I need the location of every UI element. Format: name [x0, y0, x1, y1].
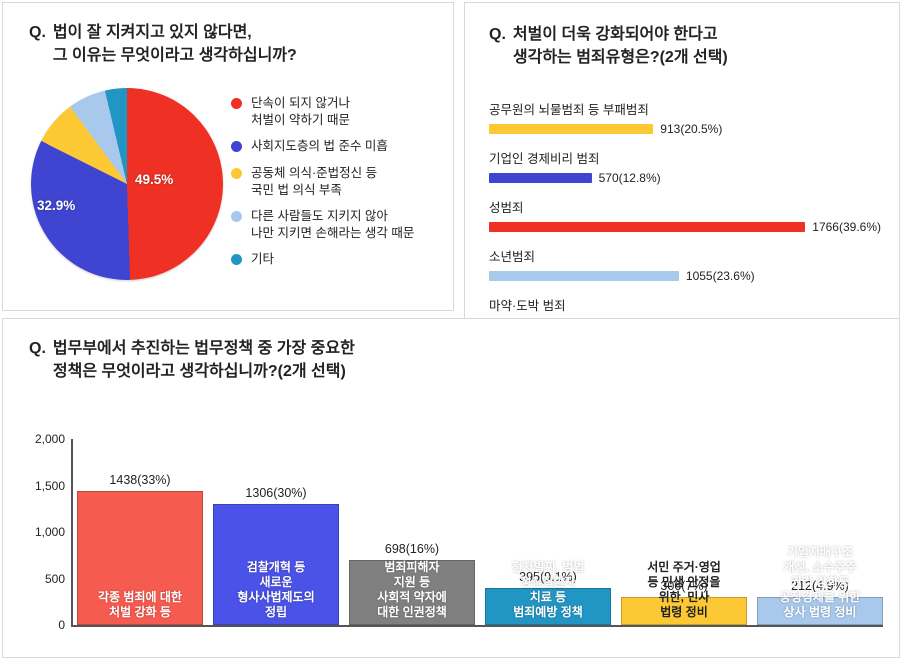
- vbar-value-label: 698(16%): [384, 542, 440, 557]
- vbar-column: 698(16%) 범죄피해자 지원 등 사회적 약자에 대한 인권정책: [349, 542, 475, 625]
- vbar-bar: 기업지배구조 개선, 소수주주 권리 강화등 공정경제를 위한 상사 법령 정비: [757, 545, 883, 625]
- pie-legend-label: 다른 사람들도 지키지 않아 나만 지키면 손해라는 생각 때문: [251, 209, 415, 240]
- vertical-bar-panel: Q. 법무부에서 추진하는 법무정책 중 가장 중요한 정책은 무엇이라고 생각…: [2, 318, 900, 658]
- pie-legend-label: 공동체 의식·준법정신 등 국민 법 의식 부족: [251, 165, 378, 197]
- pie-legend-item: 다른 사람들도 지키지 않아 나만 지키면 손해라는 생각 때문: [231, 208, 449, 241]
- hbar-series: 공무원의 뇌물범죄 등 부패범죄 913(20.5%) 기업인 경제비리 범죄 570…: [489, 99, 881, 344]
- vbar-value-label: 1306(30%): [245, 485, 307, 500]
- hbar-value-label: 1766(39.6%): [812, 220, 881, 234]
- vbar-question-text: 법무부에서 추진하는 법무정책 중 가장 중요한 정책은 무엇이라고 생각하십니…: [52, 340, 355, 381]
- legend-color-dot-icon: [231, 141, 242, 153]
- legend-color-dot-icon: [231, 98, 242, 109]
- hbar-bar: [489, 124, 654, 134]
- legend-color-dot-icon: [231, 211, 242, 223]
- vbar-bar: 전자발찌, 범법 정신질환자 치료 등 범죄예방 정책: [485, 560, 611, 625]
- vbar-value-label: 306(7%): [660, 578, 708, 593]
- vbar-column: 306(7%) 서민 주거·영업 등 민생 안정을 위한, 민사 법령 정비: [621, 560, 747, 625]
- hbar-category-label: 성범죄: [489, 201, 524, 215]
- hbar-category-label: 기업인 경제비리 범죄: [489, 152, 600, 166]
- hbar-value-label: 1055(23.6%): [685, 269, 755, 283]
- vbar-y-tick-label: 0: [58, 618, 65, 632]
- vbar-value-label: 1438(33%): [109, 473, 171, 488]
- legend-color-dot-icon: [231, 167, 242, 179]
- vbar-question-mark: Q.: [29, 340, 46, 357]
- vbar-column: 212(4.9%) 기업지배구조 개선, 소수주주 권리 강화등 공정경제를 위한…: [757, 545, 883, 625]
- vbar-bar: 범죄피해자 지원 등 사회적 약자에 대한 인권정책: [349, 560, 475, 625]
- vbar-category-label: 전자발찌, 범법 정신질환자 치료 등 범죄예방 정책: [511, 560, 585, 619]
- pie-legend-item: 공동체 의식·준법정신 등 국민 법 의식 부족: [231, 165, 449, 198]
- vbar-bar: 각종 범죄에 대한 처벌 강화 등: [77, 491, 203, 625]
- pie-chart-panel: Q. 법이 잘 지켜지고 있지 않다면, 그 이유는 무엇이라고 생각하십니까?…: [2, 2, 454, 311]
- pie-legend-label: 사회지도층의 법 준수 미흡: [251, 139, 388, 154]
- hbar-item: 성범죄 1766(39.6%): [489, 197, 881, 234]
- vbar-bar: 서민 주거·영업 등 민생 안정을 위한, 민사 법령 정비: [621, 560, 747, 625]
- pie-legend-item: 사회지도층의 법 준수 미흡: [231, 138, 449, 155]
- vbar-x-axis-line: [71, 625, 883, 627]
- hbar-question-mark: Q.: [489, 26, 506, 43]
- vbar-y-tick-label: 1,500: [34, 478, 65, 493]
- hbar-value-label: 913(20.5%): [660, 122, 723, 136]
- hbar-bar-row: 570(12.8%): [489, 171, 881, 185]
- pie-slice-label-0: 49.5%: [135, 172, 174, 187]
- hbar-category-label: 마약·도박 범죄: [489, 299, 566, 313]
- pie-question-text: 법이 잘 지켜지고 있지 않다면, 그 이유는 무엇이라고 생각하십니까?: [52, 24, 297, 65]
- hbar-question: Q. 처벌이 더욱 강화되어야 한다고 생각하는 범죄유형은?(2개 선택): [489, 23, 728, 69]
- hbar-question-text: 처벌이 더욱 강화되어야 한다고 생각하는 범죄유형은?(2개 선택): [512, 26, 728, 67]
- hbar-category-label: 소년범죄: [489, 250, 536, 264]
- vbar-question: Q. 법무부에서 추진하는 법무정책 중 가장 중요한 정책은 무엇이라고 생각…: [29, 337, 355, 383]
- vbar-value-label: 395(9.1%): [519, 570, 577, 585]
- vbar-y-axis: 2,000 1,500 1,000 500 0: [19, 432, 71, 632]
- vbar-column: 1306(30%) 검찰개혁 등 새로운 형사사법제도의 정립: [213, 485, 339, 625]
- vbar-category-label: 각종 범죄에 대한 처벌 강화 등: [98, 590, 182, 619]
- hbar-category-label: 공무원의 뇌물범죄 등 부패범죄: [489, 103, 649, 117]
- vbar-y-tick-label: 500: [44, 571, 65, 586]
- hbar-bar: [489, 271, 679, 281]
- hbar-item: 소년범죄 1055(23.6%): [489, 246, 881, 283]
- pie-shape: [31, 88, 223, 280]
- vbar-y-axis-line: [71, 439, 73, 625]
- pie-question-mark: Q.: [29, 24, 46, 41]
- vbar-category-label: 기업지배구조 개선, 소수주주 권리 강화등 공정경제를 위한 상사 법령 정비: [779, 545, 861, 619]
- hbar-bar-row: 1766(39.6%): [489, 220, 881, 234]
- hbar-item: 기업인 경제비리 범죄 570(12.8%): [489, 148, 881, 185]
- vbar-value-label: 212(4.9%): [791, 579, 849, 593]
- hbar-item: 공무원의 뇌물범죄 등 부패범죄 913(20.5%): [489, 99, 881, 136]
- vbar-column: 395(9.1%) 전자발찌, 범법 정신질환자 치료 등 범죄예방 정책: [485, 560, 611, 625]
- pie-legend-label: 단속이 되지 않거나 처벌이 약하기 때문: [251, 96, 350, 127]
- hbar-bar-row: 1055(23.6%): [489, 269, 881, 283]
- legend-color-dot-icon: [231, 254, 242, 266]
- vbar-chart: 2,000 1,500 1,000 500 0 1438(33%) 각종 범죄에 대한 처…: [19, 432, 885, 645]
- pie-chart: 49.5% 32.9%: [31, 88, 223, 280]
- vbar-y-tick-label: 1,000: [34, 525, 65, 539]
- vbar-y-tick-label: 2,000: [34, 432, 65, 446]
- pie-legend-item: 기타: [231, 251, 449, 268]
- pie-legend-label: 기타: [251, 252, 275, 267]
- pie-slice-label-1: 32.9%: [37, 198, 76, 213]
- vbar-category-label: 범죄피해자 지원 등 사회적 약자에 대한 인권정책: [377, 560, 447, 619]
- hbar-bar: [489, 222, 806, 232]
- vbar-category-label: 서민 주거·영업 등 민생 안정을 위한, 민사 법령 정비: [647, 560, 721, 619]
- vbar-category-label: 검찰개혁 등 새로운 형사사법제도의 정립: [237, 560, 315, 619]
- pie-question: Q. 법이 잘 지켜지고 있지 않다면, 그 이유는 무엇이라고 생각하십니까?: [29, 21, 297, 67]
- hbar-bar: [489, 173, 592, 183]
- hbar-bar-row: 913(20.5%): [489, 122, 881, 136]
- vbar-column: 1438(33%) 각종 범죄에 대한 처벌 강화 등: [77, 473, 203, 625]
- vbar-bar: 검찰개혁 등 새로운 형사사법제도의 정립: [213, 503, 339, 625]
- pie-legend-item: 단속이 되지 않거나 처벌이 약하기 때문: [231, 95, 449, 128]
- hbar-value-label: 570(12.8%): [598, 171, 661, 185]
- vbar-series: 1438(33%) 각종 범죄에 대한 처벌 강화 등 1306(30%) 검찰개혁 …: [77, 439, 883, 625]
